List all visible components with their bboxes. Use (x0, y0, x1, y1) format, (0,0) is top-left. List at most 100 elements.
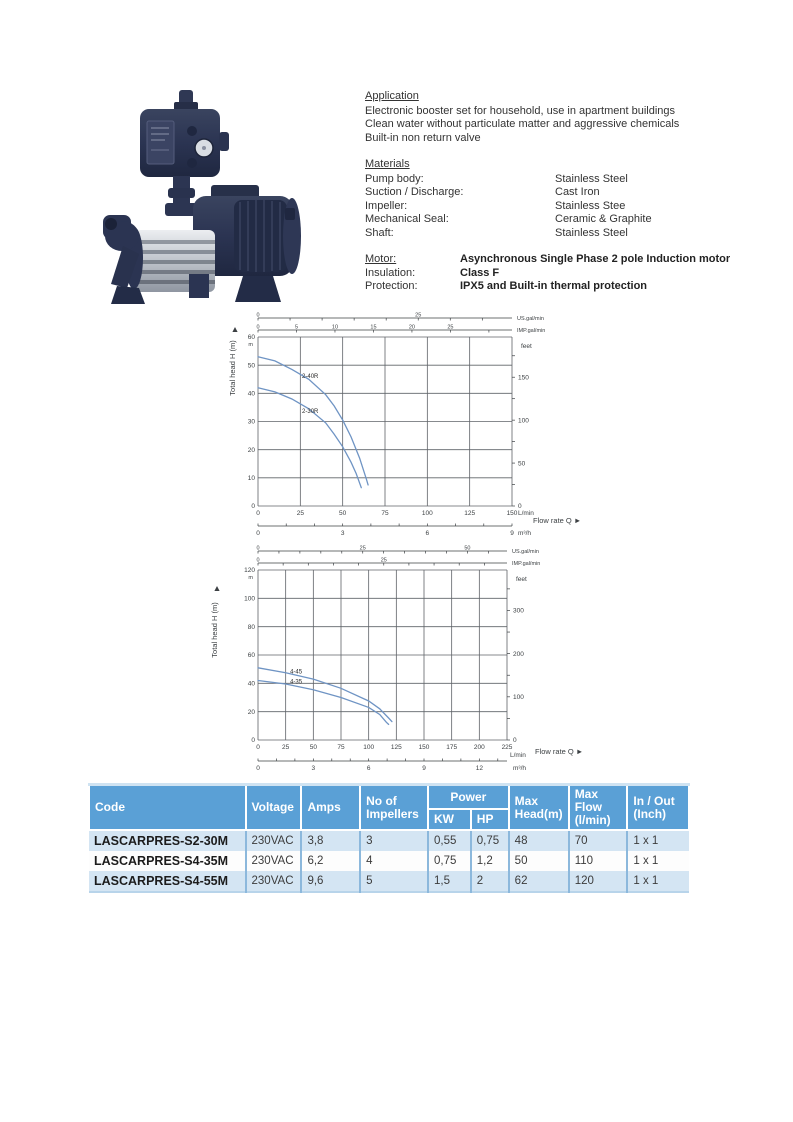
table-row: LASCARPRES-S4-35M 230VAC 6,2 4 0,75 1,2 50 110 1… (89, 851, 689, 871)
material-row: Suction / Discharge: Cast Iron (365, 186, 600, 198)
col-header-max-head: Max Head(m) (507, 783, 570, 831)
up-arrow-icon (214, 586, 220, 591)
xlabel: Flow rate Q ► (535, 747, 583, 756)
svg-text:25: 25 (360, 546, 366, 552)
cell-in_out: 1 x 1 (626, 851, 689, 871)
application-line: Clean water without particulate matter a… (365, 118, 680, 130)
svg-text:0: 0 (256, 765, 260, 772)
svg-text:0: 0 (256, 546, 259, 552)
svg-text:0: 0 (518, 503, 522, 510)
svg-text:50: 50 (339, 510, 347, 517)
svg-text:US.gal/min: US.gal/min (517, 316, 544, 322)
svg-text:200: 200 (474, 744, 485, 751)
cell-code: LASCARPRES-S2-30M (89, 830, 246, 851)
material-row: Shaft: Stainless Steel (365, 226, 628, 239)
description-block: Application Electronic booster set for h… (365, 90, 785, 294)
svg-text:0: 0 (251, 503, 255, 510)
cell-max_head: 62 (507, 871, 569, 892)
svg-text:75: 75 (337, 744, 345, 751)
cell-voltage: 230VAC (244, 830, 302, 851)
svg-text:225: 225 (502, 744, 513, 751)
curve-label: 2-30R (302, 409, 319, 415)
cell-code: LASCARPRES-S4-55M (89, 871, 246, 892)
svg-text:20: 20 (248, 709, 256, 716)
cell-max_head: 48 (507, 830, 569, 851)
svg-text:6: 6 (367, 765, 371, 772)
motor-row: Insulation: Class F (365, 266, 500, 279)
svg-text:0: 0 (251, 737, 255, 744)
table-row: LASCARPRES-S2-30M 230VAC 3,8 3 0,55 0,75 48 70 1… (89, 830, 689, 851)
connecting-pipe (165, 176, 198, 216)
svg-text:L/min: L/min (510, 752, 526, 759)
svg-text:m: m (248, 342, 253, 348)
material-row: Impeller: Stainless Stee (365, 199, 626, 212)
svg-text:60: 60 (248, 334, 256, 341)
curve-4-35 (257, 679, 390, 726)
svg-text:20: 20 (248, 447, 256, 454)
pump-feet (111, 274, 281, 304)
svg-text:0: 0 (256, 558, 259, 564)
svg-text:IMP.gal/min: IMP.gal/min (512, 561, 540, 567)
cell-amps: 9,6 (300, 871, 361, 892)
cell-impellers: 5 (359, 871, 429, 892)
svg-text:25: 25 (381, 558, 387, 564)
cell-hp: 0,75 (469, 830, 509, 851)
svg-text:175: 175 (446, 744, 457, 751)
svg-text:40: 40 (248, 681, 256, 688)
motor-row: Motor: Asynchronous Single Phase 2 pole I… (365, 253, 731, 265)
svg-text:200: 200 (513, 651, 524, 658)
pump-motor (193, 185, 301, 276)
svg-text:50: 50 (310, 744, 318, 751)
svg-text:IMP.gal/min: IMP.gal/min (517, 328, 545, 334)
materials-title: Materials (365, 158, 410, 170)
svg-text:10: 10 (248, 475, 256, 482)
curve-label: 4-35 (290, 679, 303, 685)
application-line: Electronic booster set for household, us… (365, 104, 676, 117)
cell-amps: 6,2 (300, 851, 361, 871)
svg-text:100: 100 (422, 510, 433, 517)
cell-kw: 0,75 (427, 851, 471, 871)
svg-text:0: 0 (513, 737, 517, 744)
svg-text:10: 10 (332, 325, 338, 331)
head-flow-chart-2series: 0 10 20 30 40 50 60 m 0 25 50 75 100 125 150 L/min 0 25 US… (225, 310, 655, 545)
cell-impellers: 3 (359, 830, 429, 851)
svg-text:125: 125 (391, 744, 402, 751)
svg-text:feet: feet (516, 576, 527, 583)
svg-text:6: 6 (426, 530, 430, 537)
curve-label: 4-45 (290, 669, 303, 675)
material-row: Pump body: Stainless Steel (365, 172, 628, 185)
cell-kw: 0,55 (427, 830, 471, 851)
col-header-voltage: Voltage (244, 783, 303, 831)
svg-text:125: 125 (464, 510, 475, 517)
col-header-amps: Amps (300, 783, 362, 831)
svg-text:9: 9 (422, 765, 426, 772)
cell-code: LASCARPRES-S4-35M (89, 851, 246, 871)
col-header-hp: HP (469, 808, 510, 831)
svg-text:25: 25 (447, 325, 453, 331)
table-row: LASCARPRES-S4-55M 230VAC 9,6 5 1,5 2 62 120 1 x … (89, 871, 689, 892)
svg-text:12: 12 (476, 765, 484, 772)
col-header-impellers: No of Impellers (359, 783, 430, 831)
svg-text:100: 100 (518, 417, 529, 424)
cell-hp: 1,2 (469, 851, 509, 871)
svg-text:100: 100 (513, 694, 524, 701)
cell-max_head: 50 (507, 851, 569, 871)
svg-text:50: 50 (518, 460, 526, 467)
svg-text:75: 75 (381, 510, 389, 517)
cell-impellers: 4 (359, 851, 429, 871)
svg-text:25: 25 (415, 313, 421, 319)
up-arrow-icon (232, 327, 238, 332)
col-header-max-flow: Max Flow (l/min) (567, 783, 629, 831)
svg-text:25: 25 (297, 510, 305, 517)
svg-text:0: 0 (256, 325, 259, 331)
material-row: Mechanical Seal: Ceramic & Graphite (365, 213, 652, 225)
svg-text:m³/h: m³/h (513, 765, 526, 772)
head-flow-chart-4series: 0 20 40 60 80 100 120 m 0 25 50 75 100 125 150 175 200 22… (205, 545, 665, 785)
svg-text:5: 5 (295, 325, 298, 331)
svg-text:150: 150 (419, 744, 430, 751)
svg-text:120: 120 (244, 567, 255, 574)
svg-text:100: 100 (363, 744, 374, 751)
spec-table: Code Voltage Amps No of Impellers Power … (88, 783, 690, 893)
